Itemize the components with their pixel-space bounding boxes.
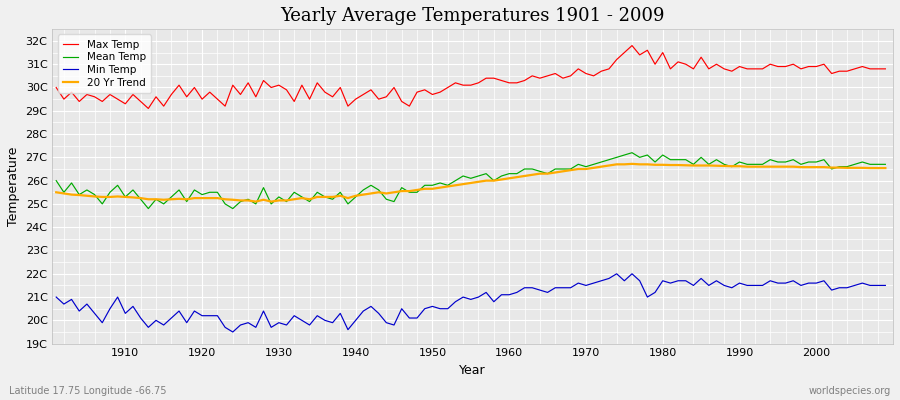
Min Temp	[335, 311, 346, 316]
Min Temp	[604, 276, 615, 281]
Line: Max Temp: Max Temp	[56, 46, 886, 108]
Min Temp	[228, 330, 238, 334]
Max Temp	[143, 106, 154, 111]
Max Temp	[604, 66, 615, 71]
Min Temp	[880, 283, 891, 288]
Min Temp	[50, 295, 61, 300]
Title: Yearly Average Temperatures 1901 - 2009: Yearly Average Temperatures 1901 - 2009	[281, 7, 665, 25]
20 Yr Trend	[604, 163, 615, 168]
Max Temp	[511, 80, 522, 85]
Mean Temp	[289, 190, 300, 195]
20 Yr Trend	[626, 162, 637, 166]
Max Temp	[335, 85, 346, 90]
Mean Temp	[335, 190, 346, 195]
20 Yr Trend	[112, 194, 123, 199]
Y-axis label: Temperature: Temperature	[7, 147, 20, 226]
Min Temp	[511, 290, 522, 295]
20 Yr Trend	[511, 175, 522, 180]
Max Temp	[50, 85, 61, 90]
Mean Temp	[604, 157, 615, 162]
Mean Temp	[504, 171, 515, 176]
20 Yr Trend	[504, 176, 515, 181]
Text: worldspecies.org: worldspecies.org	[809, 386, 891, 396]
20 Yr Trend	[335, 193, 346, 198]
Mean Temp	[143, 206, 154, 211]
Text: Latitude 17.75 Longitude -66.75: Latitude 17.75 Longitude -66.75	[9, 386, 166, 396]
Mean Temp	[626, 150, 637, 155]
20 Yr Trend	[250, 199, 261, 204]
Max Temp	[626, 43, 637, 48]
Min Temp	[504, 292, 515, 297]
Min Temp	[112, 295, 123, 300]
20 Yr Trend	[289, 197, 300, 202]
Max Temp	[504, 80, 515, 85]
Line: Mean Temp: Mean Temp	[56, 153, 886, 208]
Line: 20 Yr Trend: 20 Yr Trend	[56, 164, 886, 202]
Min Temp	[289, 313, 300, 318]
Legend: Max Temp, Mean Temp, Min Temp, 20 Yr Trend: Max Temp, Mean Temp, Min Temp, 20 Yr Tre…	[58, 34, 151, 93]
Line: Min Temp: Min Temp	[56, 274, 886, 332]
Mean Temp	[880, 162, 891, 167]
Mean Temp	[112, 183, 123, 188]
Max Temp	[112, 97, 123, 102]
Max Temp	[880, 66, 891, 71]
20 Yr Trend	[880, 166, 891, 170]
Mean Temp	[511, 171, 522, 176]
Mean Temp	[50, 178, 61, 183]
Min Temp	[611, 271, 622, 276]
X-axis label: Year: Year	[459, 364, 486, 377]
20 Yr Trend	[50, 190, 61, 195]
Max Temp	[289, 99, 300, 104]
